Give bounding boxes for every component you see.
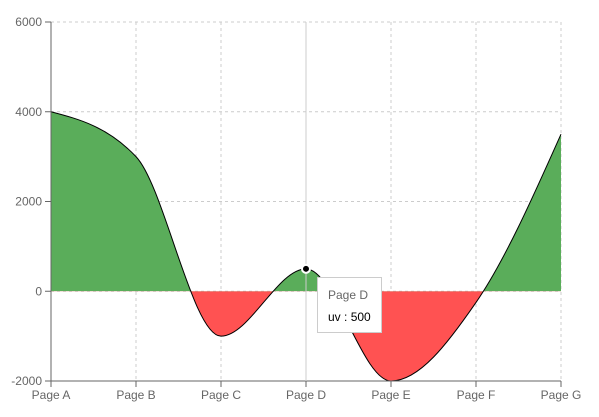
tooltip-item: uv : 500 (328, 310, 371, 324)
x-tick-label: Page E (371, 388, 410, 402)
x-tick-label: Page A (32, 388, 71, 402)
tooltip-label: Page D (328, 288, 369, 302)
data-marks (301, 22, 311, 381)
x-tick-label: Page G (541, 388, 582, 402)
x-tick-label: Page C (201, 388, 241, 402)
y-tick-label: 6000 (15, 15, 42, 29)
area-negative (51, 291, 561, 381)
axes: -2000 0 2000 4000 6000 Page A Page B Page C Page… (11, 15, 581, 402)
y-tick-label: 0 (35, 284, 42, 298)
chart-tooltip: Page D uv : 500 (317, 277, 382, 333)
tooltip-item-value: 500 (350, 310, 371, 324)
area-positive (51, 111, 561, 292)
x-tick-label: Page D (286, 388, 326, 402)
y-tick-label: 2000 (15, 195, 42, 209)
active-dot[interactable] (301, 263, 311, 274)
y-tick-label: -2000 (11, 374, 42, 388)
tooltip-item-name: uv (328, 310, 341, 324)
x-tick-label: Page B (116, 388, 155, 402)
x-tick-label: Page F (457, 388, 496, 402)
tooltip-separator: : (340, 310, 351, 324)
y-tick-label: 4000 (15, 105, 42, 119)
